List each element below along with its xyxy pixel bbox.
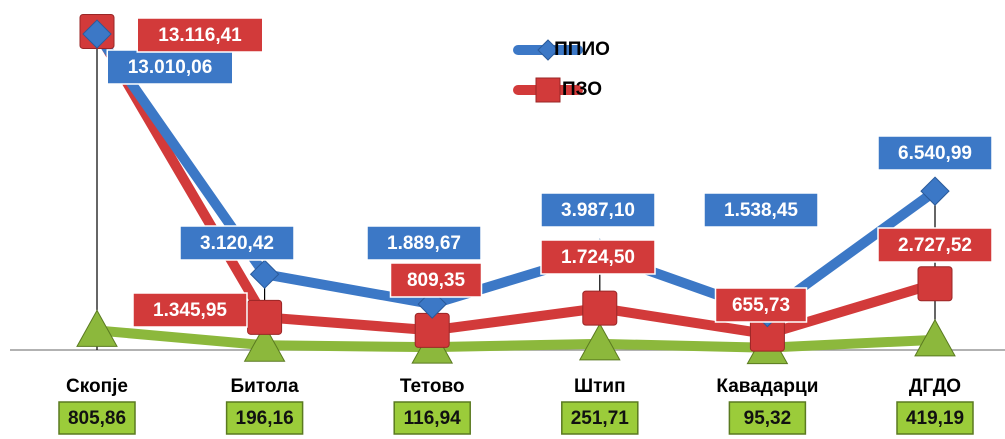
marker bbox=[914, 318, 956, 357]
label-box bbox=[366, 225, 482, 261]
label-box bbox=[225, 401, 304, 435]
value-label: 1.345,95 bbox=[153, 300, 227, 321]
label-box bbox=[896, 401, 974, 435]
marker bbox=[578, 322, 621, 361]
legend-marker bbox=[535, 77, 561, 103]
marker bbox=[582, 290, 618, 326]
value-label: 6.540,99 bbox=[898, 143, 972, 164]
value-label: 1.538,45 bbox=[724, 200, 798, 221]
marker bbox=[243, 324, 286, 362]
marker bbox=[249, 259, 280, 289]
legend-marker bbox=[537, 39, 559, 61]
value-label: 13.116,41 bbox=[158, 25, 242, 46]
label-box bbox=[389, 262, 483, 298]
value-label: 809,35 bbox=[407, 270, 466, 291]
marker bbox=[920, 176, 950, 206]
value-label: 251,71 bbox=[571, 408, 630, 429]
marker bbox=[82, 19, 112, 49]
label-box bbox=[179, 225, 295, 261]
value-label: 3.987,10 bbox=[561, 200, 635, 221]
label-box bbox=[132, 292, 248, 328]
label-box bbox=[540, 239, 656, 275]
value-label: 116,94 bbox=[404, 408, 461, 429]
series-line bbox=[92, 28, 937, 340]
value-label: 3.120,42 bbox=[200, 233, 274, 254]
x-tick-label: Штип bbox=[574, 376, 626, 397]
label-box bbox=[58, 401, 136, 435]
value-label: 196,16 bbox=[236, 408, 294, 429]
label-box bbox=[106, 49, 234, 85]
series-line bbox=[96, 325, 936, 353]
value-label: 805,86 bbox=[68, 408, 126, 429]
x-tick-label: Тетово bbox=[400, 376, 465, 397]
label-box bbox=[561, 401, 639, 435]
legend-label: ППИО bbox=[554, 39, 610, 60]
x-tick-label: Кавадарци bbox=[716, 376, 818, 397]
label-box bbox=[540, 192, 656, 228]
label-box bbox=[877, 135, 993, 171]
x-tick-label: Битола bbox=[231, 376, 300, 397]
marker bbox=[247, 299, 283, 335]
value-label: 13.010,06 bbox=[128, 57, 213, 78]
value-label: 1.889,67 bbox=[387, 233, 461, 254]
marker bbox=[76, 309, 118, 347]
legend-label: ПЗО bbox=[562, 79, 602, 100]
label-box bbox=[877, 227, 993, 263]
label-box bbox=[728, 401, 807, 435]
label-box bbox=[136, 17, 264, 53]
value-label: 419,19 bbox=[906, 408, 964, 429]
x-tick-label: Скопје bbox=[66, 376, 128, 397]
x-tick-label: ДГДО bbox=[909, 376, 961, 397]
label-box bbox=[393, 401, 471, 435]
value-label: 2.727,52 bbox=[898, 235, 972, 256]
label-box bbox=[703, 192, 819, 228]
marker bbox=[917, 266, 953, 302]
label-box bbox=[714, 287, 808, 323]
value-label: 655,73 bbox=[732, 295, 790, 316]
value-label: 95,32 bbox=[744, 408, 792, 429]
value-label: 1.724,50 bbox=[561, 247, 635, 268]
